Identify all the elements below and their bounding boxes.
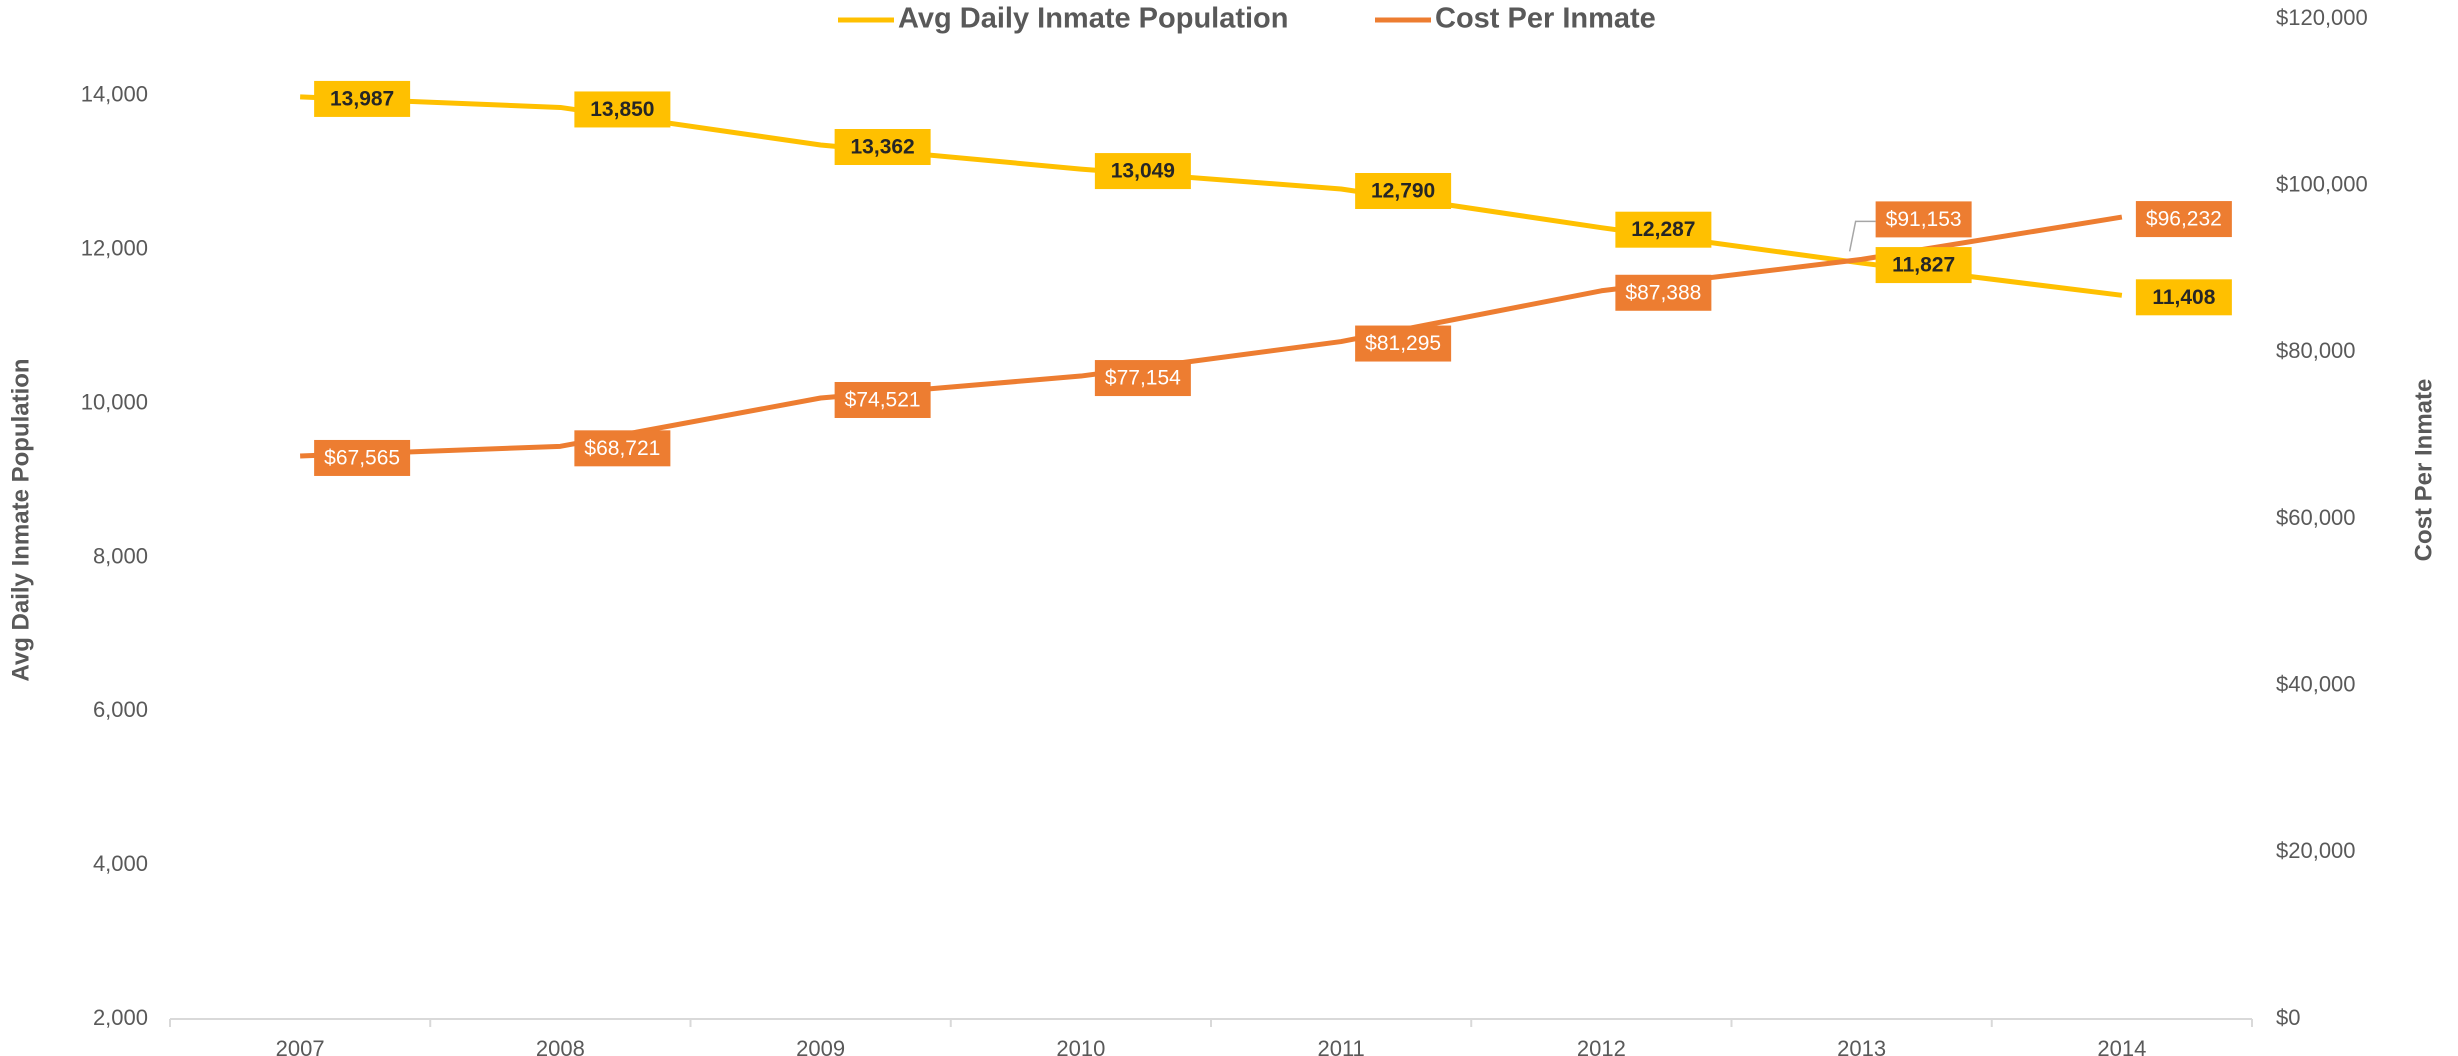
y2-tick-label: $120,000 [2276, 5, 2368, 30]
x-tick-label: 2010 [1056, 1036, 1105, 1056]
data-label: 12,287 [1631, 218, 1695, 241]
data-label-box [314, 80, 411, 117]
data-label: 13,049 [1111, 160, 1175, 183]
legend-text: Avg Daily Inmate Population [898, 3, 1288, 35]
y2-axis-title: Cost Per Inmate [2410, 379, 2437, 562]
y2-tick-label: $20,000 [2276, 838, 2356, 863]
data-label: 12,790 [1371, 180, 1435, 203]
y-tick-label: 14,000 [81, 82, 148, 107]
data-label-box [1355, 325, 1452, 362]
data-label: 13,987 [330, 87, 394, 110]
x-tick-label: 2013 [1837, 1036, 1886, 1056]
data-label-box [1875, 247, 1972, 284]
y2-tick-label: $0 [2276, 1005, 2300, 1030]
x-tick-label: 2011 [1317, 1036, 1364, 1056]
data-label: $96,232 [2146, 208, 2222, 231]
data-label-box [1615, 274, 1712, 311]
data-label: $68,721 [584, 437, 660, 460]
data-label-box [1875, 201, 1972, 238]
y-tick-label: 12,000 [81, 236, 148, 261]
data-label: 11,408 [2152, 286, 2215, 309]
y-tick-label: 10,000 [81, 389, 148, 414]
y-tick-label: 6,000 [93, 697, 148, 722]
y2-tick-label: $100,000 [2276, 171, 2368, 196]
data-label: 13,362 [851, 136, 915, 159]
data-label-box [314, 439, 411, 476]
data-label-box [2135, 201, 2232, 238]
series-line [300, 214, 2123, 459]
data-label: $67,565 [324, 447, 400, 470]
data-label-box [834, 381, 931, 418]
data-label-box [1355, 173, 1452, 209]
x-tick-label: 2009 [796, 1036, 845, 1056]
y-axis-title: Avg Daily Inmate Population [7, 358, 34, 681]
data-label: $87,388 [1625, 281, 1701, 304]
data-label: 13,850 [590, 98, 654, 121]
x-tick-label: 2012 [1577, 1036, 1626, 1056]
legend-text: Cost Per Inmate [1435, 3, 1656, 35]
data-label-box [2135, 279, 2232, 316]
series-line [300, 94, 2123, 298]
data-label: $91,153 [1886, 208, 1962, 231]
data-label-box [574, 91, 671, 128]
data-label: $81,295 [1365, 332, 1441, 355]
y2-tick-label: $80,000 [2276, 338, 2356, 363]
y2-tick-label: $40,000 [2276, 671, 2356, 696]
y-tick-label: 8,000 [93, 543, 148, 568]
y-tick-label: 4,000 [93, 851, 148, 876]
data-label-box [1094, 360, 1191, 397]
data-label-box [1615, 211, 1712, 248]
data-label-box [834, 129, 931, 165]
data-label-box [1094, 153, 1191, 190]
x-tick-label: 2014 [2097, 1036, 2146, 1056]
leader-line [1848, 220, 1876, 252]
data-label: $74,521 [845, 389, 921, 412]
y2-tick-label: $60,000 [2276, 505, 2356, 530]
y-tick-label: 2,000 [93, 1005, 148, 1030]
data-label: $77,154 [1105, 367, 1181, 390]
x-tick-label: 2008 [536, 1036, 585, 1056]
x-tick-label: 2007 [276, 1036, 325, 1056]
data-label: 11,827 [1892, 254, 1955, 277]
data-label-box [574, 430, 671, 467]
